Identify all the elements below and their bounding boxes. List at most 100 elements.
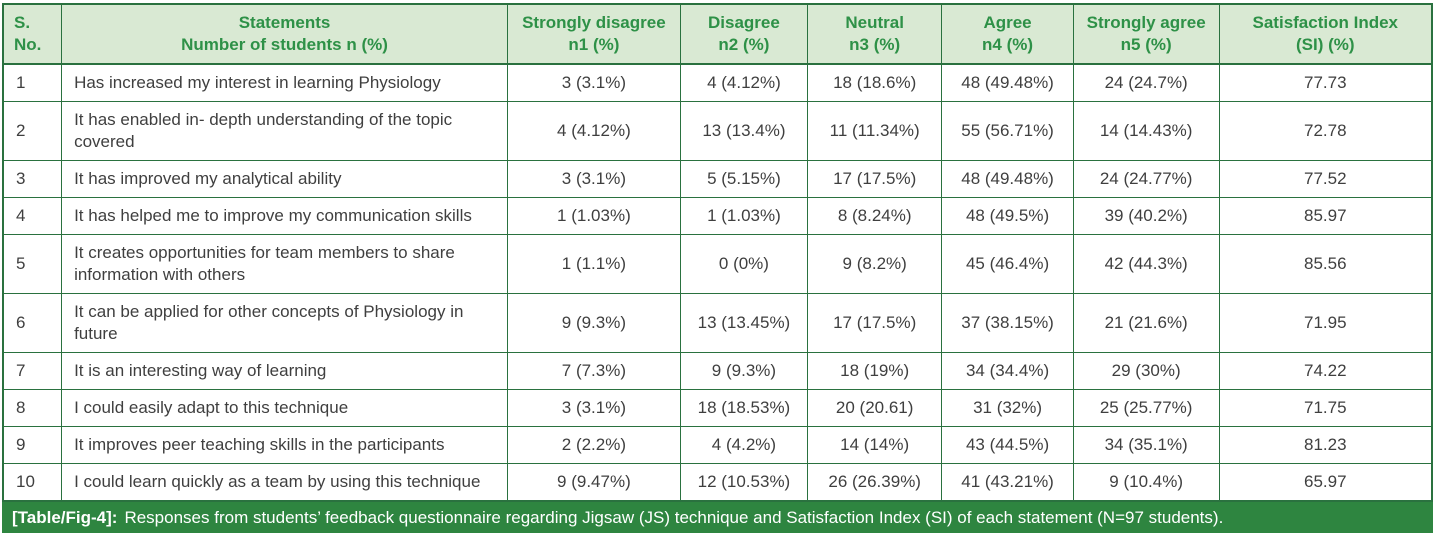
cell-si: 71.75 (1218, 389, 1433, 427)
cell-sno: 7 (2, 352, 63, 390)
cell-agree: 45 (46.4%) (941, 234, 1074, 294)
cell-neutral: 20 (20.61) (807, 389, 943, 427)
cell-statement: I could easily adapt to this technique (61, 389, 508, 427)
cell-strongly_disagree: 2 (2.2%) (506, 426, 681, 464)
col-header-agree: Agree n4 (%) (941, 3, 1074, 65)
cell-sno: 6 (2, 293, 63, 353)
cell-statement: It is an interesting way of learning (61, 352, 508, 390)
cell-si: 65.97 (1218, 463, 1433, 502)
cell-sno: 4 (2, 197, 63, 235)
col-header-line: Strongly agree (1086, 13, 1206, 32)
cell-agree: 48 (49.48%) (941, 160, 1074, 198)
col-header-line: Disagree (708, 13, 780, 32)
cell-neutral: 18 (18.6%) (807, 63, 943, 102)
col-header-si: Satisfaction Index (SI) (%) (1218, 3, 1433, 65)
cell-sno: 8 (2, 389, 63, 427)
table-row: 3 It has improved my analytical ability 3 … (2, 160, 1433, 198)
col-header-line: (SI) (%) (1295, 35, 1355, 54)
cell-strongly_disagree: 1 (1.03%) (506, 197, 681, 235)
table-row: 4 It has helped me to improve my communic… (2, 197, 1433, 235)
cell-sno: 5 (2, 234, 63, 294)
cell-strongly_agree: 34 (35.1%) (1072, 426, 1220, 464)
cell-sno: 2 (2, 101, 63, 161)
table-row: 7 It is an interesting way of learning 7 (… (2, 352, 1433, 390)
table-row: 9 It improves peer teaching skills in the… (2, 426, 1433, 464)
cell-strongly_agree: 24 (24.77%) (1072, 160, 1220, 198)
cell-agree: 48 (49.5%) (941, 197, 1074, 235)
table-caption: [Table/Fig-4]: Responses from students’ f… (2, 502, 1433, 533)
cell-strongly_agree: 24 (24.7%) (1072, 63, 1220, 102)
cell-si: 85.56 (1218, 234, 1433, 294)
cell-statement: It has helped me to improve my communica… (61, 197, 508, 235)
col-header-line: No. (14, 35, 42, 54)
cell-strongly_disagree: 4 (4.12%) (506, 101, 681, 161)
cell-strongly_agree: 39 (40.2%) (1072, 197, 1220, 235)
cell-disagree: 9 (9.3%) (679, 352, 809, 390)
cell-strongly_disagree: 3 (3.1%) (506, 389, 681, 427)
cell-si: 85.97 (1218, 197, 1433, 235)
cell-disagree: 13 (13.4%) (679, 101, 809, 161)
col-header-strongly_disagree: Strongly disagree n1 (%) (506, 3, 681, 65)
col-header-line: n4 (%) (982, 35, 1034, 54)
col-header-line: n3 (%) (849, 35, 901, 54)
cell-agree: 37 (38.15%) (941, 293, 1074, 353)
cell-neutral: 11 (11.34%) (807, 101, 943, 161)
col-header-line: n2 (%) (718, 35, 770, 54)
col-header-statement: Statements Number of students n (%) (61, 3, 508, 65)
cell-si: 72.78 (1218, 101, 1433, 161)
cell-statement: It has enabled in- depth understanding o… (61, 101, 508, 161)
cell-si: 74.22 (1218, 352, 1433, 390)
header-row: S. No. Statements Number of students n (%) S… (2, 3, 1433, 65)
cell-si: 71.95 (1218, 293, 1433, 353)
col-header-neutral: Neutral n3 (%) (807, 3, 943, 65)
cell-agree: 31 (32%) (941, 389, 1074, 427)
cell-disagree: 13 (13.45%) (679, 293, 809, 353)
cell-agree: 43 (44.5%) (941, 426, 1074, 464)
cell-statement: Has increased my interest in learning Ph… (61, 63, 508, 102)
cell-neutral: 26 (26.39%) (807, 463, 943, 502)
cell-disagree: 4 (4.12%) (679, 63, 809, 102)
col-header-line: S. (14, 13, 31, 32)
cell-strongly_agree: 42 (44.3%) (1072, 234, 1220, 294)
cell-statement: It improves peer teaching skills in the … (61, 426, 508, 464)
cell-si: 77.52 (1218, 160, 1433, 198)
cell-disagree: 4 (4.2%) (679, 426, 809, 464)
col-header-strongly_agree: Strongly agree n5 (%) (1072, 3, 1220, 65)
table-row: 2 It has enabled in- depth understanding … (2, 101, 1433, 161)
cell-strongly_agree: 25 (25.77%) (1072, 389, 1220, 427)
col-header-line: n1 (%) (568, 35, 620, 54)
cell-sno: 1 (2, 63, 63, 102)
col-header-disagree: Disagree n2 (%) (679, 3, 809, 65)
cell-si: 77.73 (1218, 63, 1433, 102)
table-header: S. No. Statements Number of students n (%) S… (2, 3, 1433, 65)
cell-statement: It can be applied for other concepts of … (61, 293, 508, 353)
cell-strongly_agree: 9 (10.4%) (1072, 463, 1220, 502)
cell-strongly_agree: 14 (14.43%) (1072, 101, 1220, 161)
col-header-line: Statements (238, 13, 331, 32)
cell-statement: It creates opportunities for team member… (61, 234, 508, 294)
cell-disagree: 5 (5.15%) (679, 160, 809, 198)
cell-disagree: 0 (0%) (679, 234, 809, 294)
cell-neutral: 8 (8.24%) (807, 197, 943, 235)
cell-si: 81.23 (1218, 426, 1433, 464)
cell-strongly_agree: 29 (30%) (1072, 352, 1220, 390)
cell-strongly_disagree: 1 (1.1%) (506, 234, 681, 294)
col-header-line: n5 (%) (1120, 35, 1172, 54)
cell-strongly_disagree: 3 (3.1%) (506, 160, 681, 198)
table-body: 1 Has increased my interest in learning P… (2, 63, 1433, 502)
cell-statement: I could learn quickly as a team by using… (61, 463, 508, 502)
col-header-line: Neutral (845, 13, 904, 32)
table-row: 6 It can be applied for other concepts of… (2, 293, 1433, 353)
cell-neutral: 18 (19%) (807, 352, 943, 390)
cell-agree: 41 (43.21%) (941, 463, 1074, 502)
cell-sno: 9 (2, 426, 63, 464)
cell-strongly_disagree: 7 (7.3%) (506, 352, 681, 390)
cell-sno: 3 (2, 160, 63, 198)
cell-strongly_disagree: 9 (9.47%) (506, 463, 681, 502)
cell-agree: 34 (34.4%) (941, 352, 1074, 390)
cell-disagree: 1 (1.03%) (679, 197, 809, 235)
col-header-line: Number of students n (%) (181, 35, 388, 54)
cell-neutral: 9 (8.2%) (807, 234, 943, 294)
